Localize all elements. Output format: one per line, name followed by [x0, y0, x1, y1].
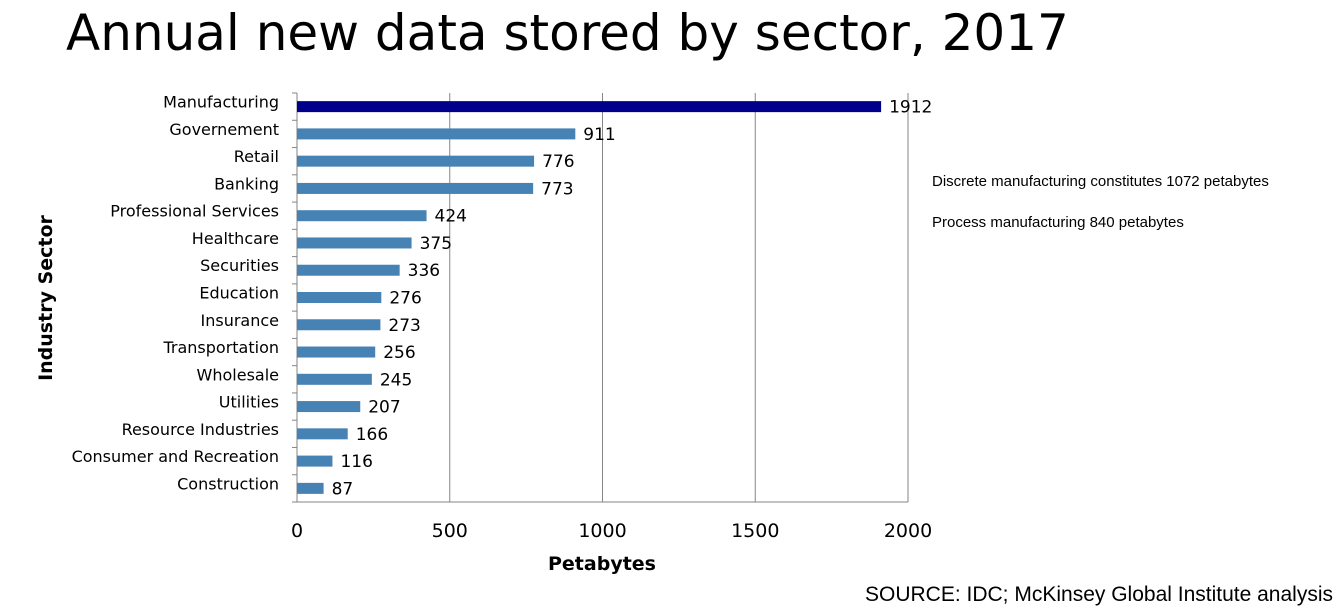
category-label: Wholesale [197, 365, 279, 384]
x-axis-label: Petabytes [548, 553, 656, 575]
category-label: Education [199, 284, 279, 303]
bar [297, 155, 535, 167]
data-label: 424 [435, 207, 467, 227]
bar [297, 182, 534, 194]
category-label: Retail [234, 147, 279, 166]
data-label: 1912 [889, 98, 932, 118]
category-label: Healthcare [192, 229, 279, 248]
bar [297, 101, 882, 113]
category-label: Utilities [219, 393, 279, 412]
category-label: Securities [200, 256, 279, 275]
x-tick-label: 1000 [578, 520, 626, 542]
x-tick-label: 500 [432, 520, 468, 542]
data-label: 207 [368, 398, 400, 418]
category-label: Banking [214, 174, 279, 193]
bar [297, 237, 412, 249]
annotation-discrete-manufacturing: Discrete manufacturing constitutes 1072 … [932, 173, 1269, 190]
data-label: 256 [383, 343, 415, 363]
bar [297, 292, 382, 303]
bar [297, 319, 381, 331]
y-axis-label: Industry Sector [35, 215, 57, 381]
data-label: 166 [356, 425, 388, 445]
category-label: Resource Industries [122, 420, 279, 439]
bar [297, 373, 372, 385]
bar [297, 482, 324, 494]
category-label: Governement [169, 120, 279, 139]
data-label: 375 [420, 234, 452, 254]
bar [297, 455, 333, 467]
bar [297, 401, 361, 413]
data-label: 911 [583, 125, 615, 145]
data-label: 776 [542, 152, 574, 172]
data-label: 87 [332, 479, 354, 499]
category-label: Professional Services [110, 202, 279, 221]
category-label: Transportation [162, 338, 279, 357]
x-tick-label: 1500 [731, 520, 779, 542]
data-label: 276 [389, 289, 421, 309]
category-label: Construction [177, 474, 279, 493]
data-label: 245 [380, 370, 412, 390]
bar [297, 264, 400, 276]
data-label: 116 [340, 452, 372, 472]
data-label: 273 [388, 316, 420, 336]
chart-title: Annual new data stored by sector, 2017 [66, 4, 1069, 62]
bar [297, 210, 427, 222]
data-label: 336 [408, 261, 440, 281]
category-label: Manufacturing [163, 93, 279, 112]
x-tick-label: 2000 [884, 520, 932, 542]
source-note: SOURCE: IDC; McKinsey Global Institute a… [865, 583, 1333, 606]
category-label: Consumer and Recreation [72, 447, 279, 466]
bar [297, 346, 376, 358]
category-label: Insurance [201, 311, 280, 330]
bar [297, 128, 576, 140]
data-label: 773 [541, 179, 573, 199]
x-tick-label: 0 [291, 520, 303, 542]
bar [297, 428, 348, 440]
annotation-process-manufacturing: Process manufacturing 840 petabytes [932, 214, 1184, 231]
